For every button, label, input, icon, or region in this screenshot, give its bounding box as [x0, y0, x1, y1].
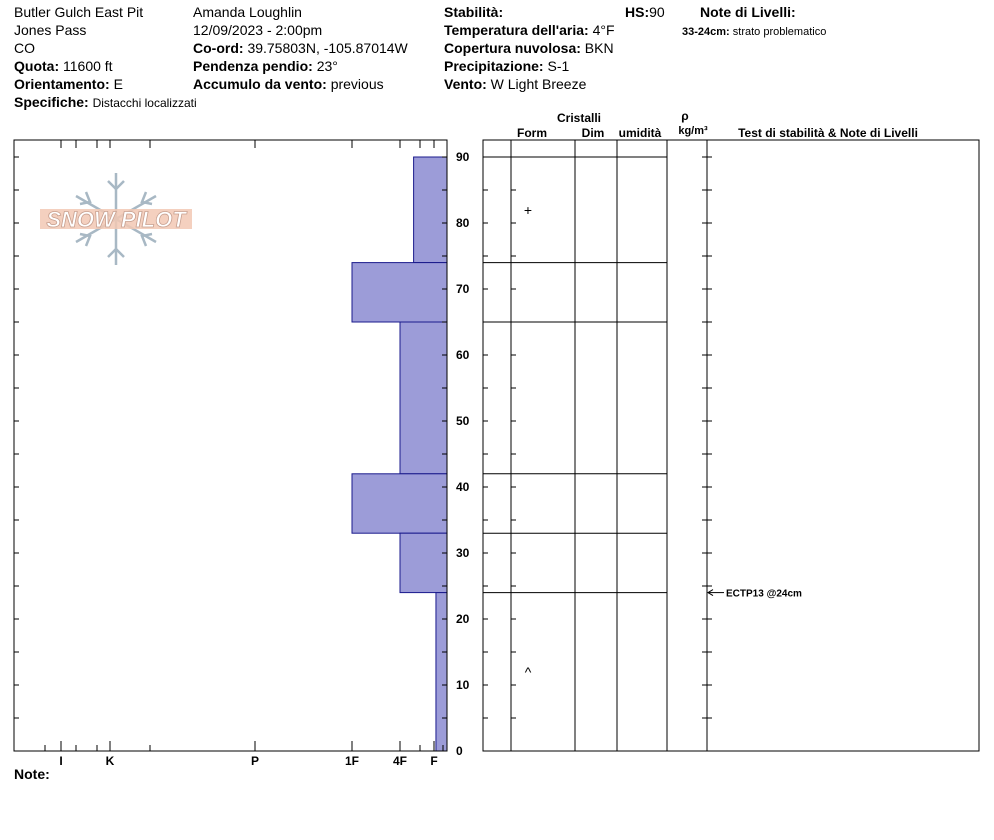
wind-row: Vento: W Light Breeze — [444, 76, 586, 92]
stability-label: Stabilità: — [444, 4, 504, 20]
elevation-value: 11600 ft — [63, 58, 113, 74]
snowpilot-logo: SNOW PILOT — [40, 173, 192, 265]
aspect-label: Orientamento: — [14, 76, 110, 92]
moisture-header: umidità — [619, 126, 662, 140]
layer-notes-title: Note di Livelli: — [700, 4, 796, 20]
depth-label: 80 — [456, 216, 470, 230]
hardness-bar — [351, 473, 448, 534]
logo-text: SNOW PILOT — [46, 207, 187, 232]
layer-note-text: strato problematico — [732, 26, 827, 38]
depth-label: 90 — [456, 150, 470, 164]
cloud-value: BKN — [584, 40, 614, 56]
hardness-bar — [399, 532, 448, 594]
hardness-label: 1F — [345, 754, 359, 768]
wind-loading-value: previous — [330, 76, 384, 92]
hardness-bar — [351, 262, 448, 323]
precip-value: S-1 — [547, 58, 570, 74]
logo-banner — [40, 209, 192, 229]
air-temp-value: 4°F — [592, 22, 615, 38]
tests-header: Test di stabilità & Note di Livelli — [738, 126, 918, 140]
grain-forms: +^ — [524, 202, 532, 680]
wind-loading-row: Accumulo da vento: previous — [193, 76, 384, 92]
specifics-value: Distacchi localizzati — [92, 96, 197, 110]
table-depth-ticks — [483, 156, 712, 752]
slope-row: Pendenza pendio: 23° — [193, 58, 338, 74]
hs-value: 90 — [649, 4, 665, 20]
rho-header: ρ — [681, 109, 688, 123]
hardness-bar — [399, 321, 448, 475]
precip-label: Precipitazione: — [444, 58, 544, 74]
specifics-row: Specifiche: Distacchi localizzati — [14, 94, 197, 111]
left-depth-ticks — [14, 156, 447, 752]
hardness-plot — [351, 156, 448, 752]
wind-loading-label: Accumulo da vento: — [193, 76, 327, 92]
hardness-label: K — [106, 754, 115, 768]
slope-label: Pendenza pendio: — [193, 58, 313, 74]
depth-label: 40 — [456, 480, 470, 494]
hardness-label: F — [430, 754, 437, 768]
hardness-label: I — [59, 754, 62, 768]
observer-name: Amanda Loughlin — [193, 4, 302, 20]
elevation-label: Quota: — [14, 58, 60, 74]
location-name: Butler Gulch East Pit — [14, 4, 144, 20]
test-arrow-head — [707, 589, 714, 597]
layer-note-depth: 33-24cm: — [682, 26, 730, 38]
air-temp-row: Temperatura dell'aria: 4°F — [444, 22, 615, 38]
cloud-label: Copertura nuvolosa: — [444, 40, 581, 56]
stability-tests: ECTP13 @24cm — [707, 589, 802, 600]
elevation-row: Quota: 11600 ft — [14, 58, 113, 74]
coord-label: Co-ord: — [193, 40, 244, 56]
grain-form-symbol: + — [524, 202, 532, 218]
specifics-label: Specifiche: — [14, 94, 89, 110]
hardness-label: P — [251, 754, 259, 768]
depth-label: 20 — [456, 612, 470, 626]
air-temp-label: Temperatura dell'aria: — [444, 22, 589, 38]
aspect-row: Orientamento: E — [14, 76, 123, 92]
coord-row: Co-ord: 39.75803N, -105.87014W — [193, 40, 408, 56]
hardness-label: 4F — [393, 754, 407, 768]
depth-label: 50 — [456, 414, 470, 428]
depth-label: 60 — [456, 348, 470, 362]
hardness-frame — [13, 139, 448, 752]
depth-axis: 0 10 20 30 40 50 60 70 80 90 — [456, 150, 470, 758]
depth-label: 0 — [456, 744, 463, 758]
hs-label: HS: — [625, 4, 650, 20]
depth-label: 30 — [456, 546, 470, 560]
grain-form-symbol: ^ — [525, 664, 532, 680]
stability-row: Stabilità: — [444, 4, 503, 20]
hardness-bar — [435, 592, 448, 752]
notes-label: Note: — [14, 766, 50, 782]
coord-value: 39.75803N, -105.87014W — [247, 40, 408, 56]
aspect-value: E — [113, 76, 123, 92]
density-unit-header: kg/m³ — [678, 125, 708, 137]
precip-row: Precipitazione: S-1 — [444, 58, 569, 74]
datetime: 12/09/2023 - 2:00pm — [193, 22, 323, 38]
crystals-header: Cristalli — [557, 111, 601, 125]
hardness-axis: I K P 1F 4F F — [13, 140, 444, 768]
dim-header: Dim — [582, 126, 605, 140]
area-name: Jones Pass — [14, 22, 87, 38]
wind-label: Vento: — [444, 76, 487, 92]
cloud-row: Copertura nuvolosa: BKN — [444, 40, 614, 56]
state-name: CO — [14, 40, 35, 56]
layer-note: 33-24cm: strato problematico — [682, 24, 826, 40]
table-columns — [510, 140, 708, 751]
hs-row: HS:90 — [625, 4, 665, 20]
test-label: ECTP13 @24cm — [726, 589, 802, 600]
table-frame — [482, 139, 980, 752]
slope-value: 23° — [316, 58, 338, 74]
depth-label: 10 — [456, 678, 470, 692]
form-header: Form — [517, 126, 547, 140]
depth-label: 70 — [456, 282, 470, 296]
wind-value: W Light Breeze — [490, 76, 587, 92]
hardness-bar — [413, 156, 448, 264]
